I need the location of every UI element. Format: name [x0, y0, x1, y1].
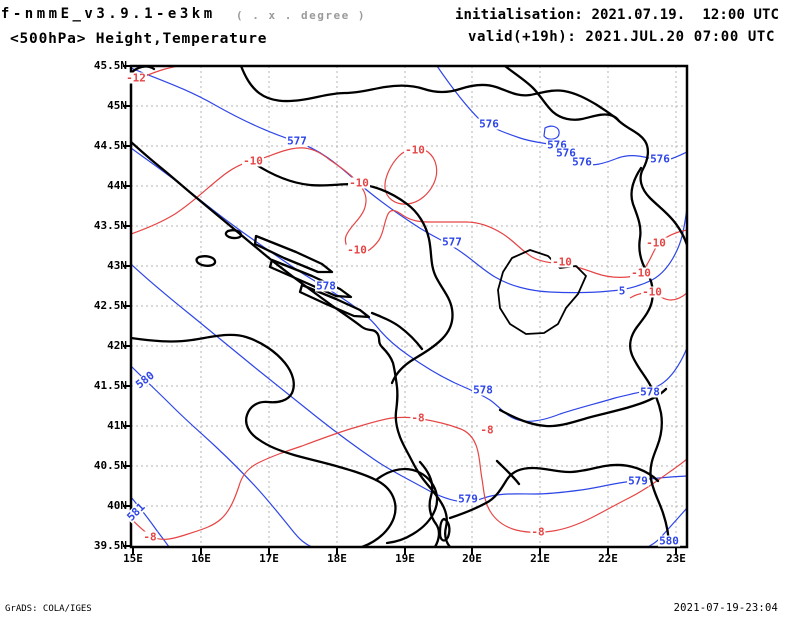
model-resolution-note: ( . x . degree ) [236, 9, 366, 22]
map-frame [129, 64, 689, 549]
height-contour-label: 576 [555, 146, 577, 160]
temp-contour-label: -8 [410, 411, 426, 425]
lat-label: 42.5N [93, 299, 127, 312]
height-contour-label: 5 [617, 284, 627, 298]
temp-contour-label: -10 [630, 266, 652, 280]
temp-contour-label: -12 [125, 71, 147, 85]
lat-label: 40N [107, 499, 127, 512]
height-contour-label: 577 [286, 134, 308, 148]
lon-label: 17E [259, 552, 279, 565]
temp-contour-label: -10 [348, 176, 370, 190]
height-contour-label: 576 [546, 138, 568, 152]
lat-label: 39.5N [93, 539, 127, 552]
lat-label: 43.5N [93, 219, 127, 232]
coastlines-borders [131, 66, 687, 547]
valid-time: valid(+19h): 2021.JUL.20 07:00 UTC [468, 29, 775, 45]
gridlines [131, 66, 687, 547]
height-contour-label: 576 [571, 155, 593, 169]
axis-ticks [123, 65, 677, 555]
temp-contour-label: -10 [346, 243, 368, 257]
temp-contour-label: -10 [242, 154, 264, 168]
grads-credit: GrADS: COLA/IGES [5, 604, 92, 614]
temp-contour-label: -10 [551, 255, 573, 269]
model-title: rf-nmmE_v3.9.1-e3km [0, 6, 216, 22]
lat-label: 44N [107, 179, 127, 192]
height-contour-label: 579 [457, 492, 479, 506]
lat-label: 42N [107, 339, 127, 352]
initialisation-time: initialisation: 2021.07.19. 12:00 UTC [455, 7, 780, 23]
lon-label: 16E [191, 552, 211, 565]
height-contour-label: 578 [639, 385, 661, 399]
lon-label: 23E [666, 552, 686, 565]
plot-timestamp: 2021-07-19-23:04 [673, 602, 778, 614]
temp-contour-label: -10 [645, 236, 667, 250]
height-contour-label: 576 [478, 117, 500, 131]
temp-contour-label: -10 [404, 143, 426, 157]
temp-contour-label: -8 [530, 525, 546, 539]
temp-contour-label: -8 [479, 423, 495, 437]
lat-label: 44.5N [93, 139, 127, 152]
height-contour-label: 578 [315, 279, 337, 293]
height-contour-label: 578 [472, 383, 494, 397]
lon-label: 20E [462, 552, 482, 565]
lat-label: 41.5N [93, 379, 127, 392]
lat-label: 40.5N [93, 459, 127, 472]
height-contours [131, 66, 687, 547]
lon-label: 22E [598, 552, 618, 565]
field-title: <500hPa> Height,Temperature [10, 31, 268, 47]
lat-label: 41N [107, 419, 127, 432]
height-contour-label: 576 [649, 152, 671, 166]
temp-contour-label: -8 [142, 530, 158, 544]
lat-label: 45N [107, 99, 127, 112]
height-contour-label: 580 [658, 534, 680, 548]
lat-label: 43N [107, 259, 127, 272]
lon-label: 18E [327, 552, 347, 565]
height-contour-label: 579 [627, 474, 649, 488]
lon-label: 15E [123, 552, 143, 565]
height-contour-label: 577 [441, 235, 463, 249]
lon-label: 21E [530, 552, 550, 565]
lon-label: 19E [395, 552, 415, 565]
temp-contour-label: -10 [641, 285, 663, 299]
lat-label: 45.5N [93, 59, 127, 72]
